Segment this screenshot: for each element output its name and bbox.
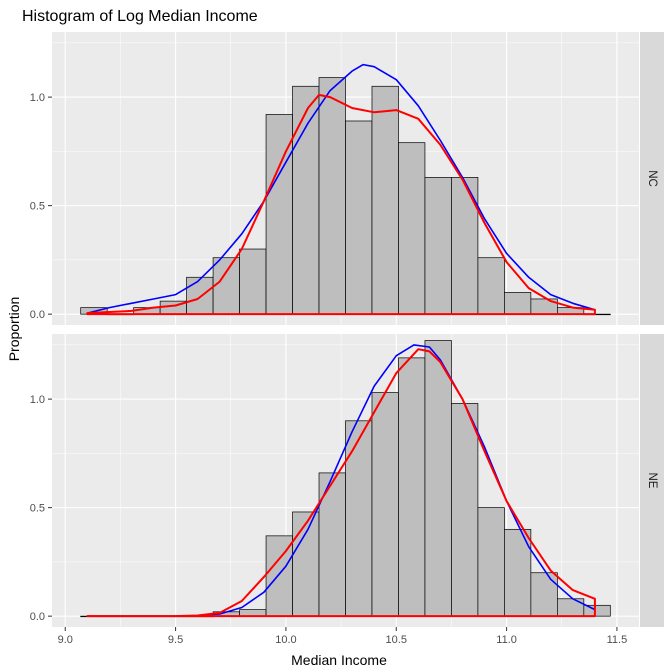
histogram-bar bbox=[212, 257, 240, 315]
histogram-bar bbox=[477, 507, 505, 617]
x-tick-label: 9.0 bbox=[58, 634, 73, 646]
y-axis-title: Proportion bbox=[6, 297, 22, 362]
density-curve-red bbox=[86, 348, 596, 618]
y-tick-label: 0.5 bbox=[30, 503, 45, 515]
histogram-bar bbox=[451, 403, 479, 617]
x-tick-label: 10.0 bbox=[275, 634, 296, 646]
y-tick-label: 1.0 bbox=[30, 394, 45, 406]
panel-ne: 0.0 0.5 1.0 NE bbox=[30, 334, 664, 627]
density-curve-blue bbox=[87, 63, 596, 314]
histogram-bar bbox=[239, 248, 267, 315]
x-axis-title: Median Income bbox=[291, 652, 387, 668]
histogram-bar bbox=[292, 85, 320, 315]
histogram-bar bbox=[530, 572, 558, 617]
y-tick-label: 1.0 bbox=[30, 92, 45, 104]
facet-panels: 0.0 0.5 1.0 NC 0.0 0.5 1.0 NE bbox=[30, 32, 664, 627]
histogram-bar bbox=[398, 142, 426, 315]
histogram-bar bbox=[504, 292, 532, 315]
y-tick-label: 0.5 bbox=[30, 201, 45, 213]
facet-strip-label: NC bbox=[646, 170, 658, 187]
y-tick-label: 0.0 bbox=[30, 611, 45, 623]
x-axis: 9.0 9.5 10.0 10.5 11.0 11.5 bbox=[58, 627, 628, 646]
density-curve-blue bbox=[87, 344, 596, 617]
histogram-bar bbox=[424, 340, 452, 617]
x-tick-label: 11.5 bbox=[607, 634, 628, 646]
histogram-bar bbox=[477, 257, 505, 315]
histogram-bar bbox=[292, 511, 320, 617]
facet-strip-label: NE bbox=[646, 473, 658, 489]
facet-strip bbox=[640, 334, 664, 627]
histogram-bar bbox=[371, 392, 399, 617]
histogram-bar bbox=[186, 276, 214, 315]
density-curve-red bbox=[86, 93, 596, 316]
x-tick-label: 9.5 bbox=[168, 634, 183, 646]
histogram-bar bbox=[583, 604, 611, 617]
histogram-bar bbox=[371, 85, 399, 315]
chart-title: Histogram of Log Median Income bbox=[22, 8, 258, 25]
histogram-bar bbox=[424, 177, 452, 315]
histogram-bar bbox=[345, 420, 373, 617]
facet-strip bbox=[640, 32, 664, 325]
panel-nc: 0.0 0.5 1.0 NC bbox=[30, 32, 664, 325]
y-tick-label: 0.0 bbox=[30, 309, 45, 321]
histogram-bar bbox=[398, 357, 426, 617]
x-tick-label: 10.5 bbox=[386, 634, 407, 646]
histogram-bar bbox=[345, 120, 373, 315]
x-tick-label: 11.0 bbox=[496, 634, 517, 646]
histogram-bar bbox=[318, 472, 346, 617]
histogram-bar bbox=[318, 77, 346, 315]
